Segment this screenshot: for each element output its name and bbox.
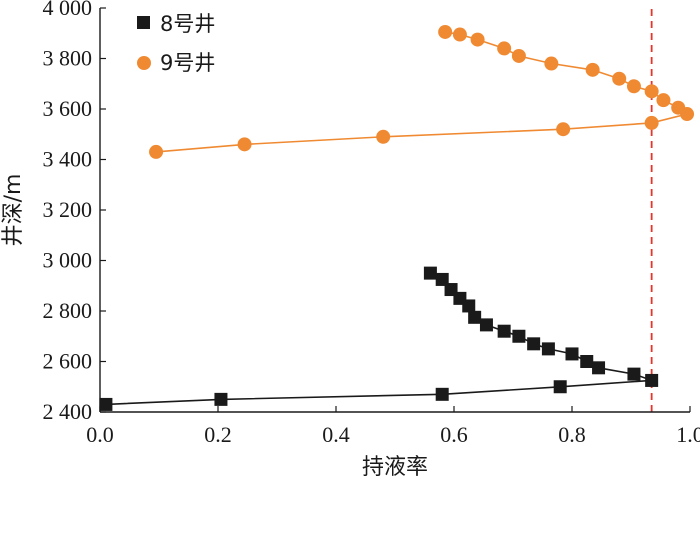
y-tick-label: 3 200 <box>43 197 93 222</box>
data-point-circle <box>452 27 467 42</box>
data-point-circle <box>656 93 671 108</box>
legend-label-9: 9号井 <box>160 51 215 75</box>
data-point-square <box>541 342 555 356</box>
x-tick-label: 0.4 <box>322 422 350 447</box>
y-tick-label: 3 400 <box>43 147 93 172</box>
data-point-square <box>468 310 482 324</box>
data-point-circle <box>438 24 453 39</box>
x-tick-label: 0.8 <box>558 422 586 447</box>
data-point-square <box>645 373 659 387</box>
data-point-square <box>444 283 458 297</box>
data-point-square <box>99 397 113 411</box>
data-point-circle <box>511 48 526 63</box>
data-point-circle <box>470 32 485 47</box>
axis-ticks: 0.0 0.2 0.4 0.6 0.8 1.0 2 400 2 600 2 800 3 000 3 … <box>43 0 700 447</box>
data-point-circle <box>612 71 627 86</box>
x-axis-label: 持液率 <box>362 455 428 480</box>
y-tick-label: 4 000 <box>43 0 93 20</box>
data-point-square <box>423 266 437 280</box>
data-point-circle <box>149 144 164 159</box>
data-point-square <box>479 318 493 332</box>
data-point-circle <box>644 84 659 99</box>
data-point-square <box>512 329 526 343</box>
data-point-square <box>565 347 579 361</box>
data-point-circle <box>497 41 512 56</box>
data-point-square <box>592 361 606 375</box>
data-point-circle <box>237 137 252 152</box>
data-point-square <box>627 367 641 381</box>
y-tick-label: 3 600 <box>43 96 93 121</box>
series-line-1 <box>105 272 652 406</box>
data-point-square <box>553 380 567 394</box>
x-tick-label: 0.6 <box>440 422 468 447</box>
data-point-circle <box>671 100 686 115</box>
data-point-square <box>497 324 511 338</box>
y-tick-label: 3 800 <box>43 46 93 71</box>
series-line-2 <box>156 31 689 153</box>
data-point-square <box>435 272 449 286</box>
x-tick-label: 1.0 <box>676 422 700 447</box>
data-point-circle <box>626 79 641 94</box>
data-point-square <box>214 392 228 406</box>
data-point-circle <box>376 129 391 144</box>
y-tick-label: 2 600 <box>43 349 93 374</box>
x-tick-label: 0.2 <box>204 422 232 447</box>
data-point-circle <box>585 62 600 77</box>
y-axis-label: 井深/m <box>1 174 26 247</box>
legend: 8号井 9号井 <box>137 12 215 75</box>
legend-label-8: 8号井 <box>160 12 215 36</box>
data-point-circle <box>556 122 571 137</box>
data-point-square <box>527 337 541 351</box>
y-tick-label: 2 400 <box>43 399 93 424</box>
legend-marker-9 <box>137 56 151 70</box>
y-tick-label: 3 000 <box>43 248 93 273</box>
x-tick-label: 0.0 <box>86 422 114 447</box>
y-tick-label: 2 800 <box>43 298 93 323</box>
plot-area <box>99 6 695 412</box>
data-point-square <box>435 387 449 401</box>
data-point-circle <box>544 56 559 71</box>
data-point-square <box>580 355 594 368</box>
data-point-circle <box>644 115 659 130</box>
legend-marker-8 <box>137 16 150 29</box>
